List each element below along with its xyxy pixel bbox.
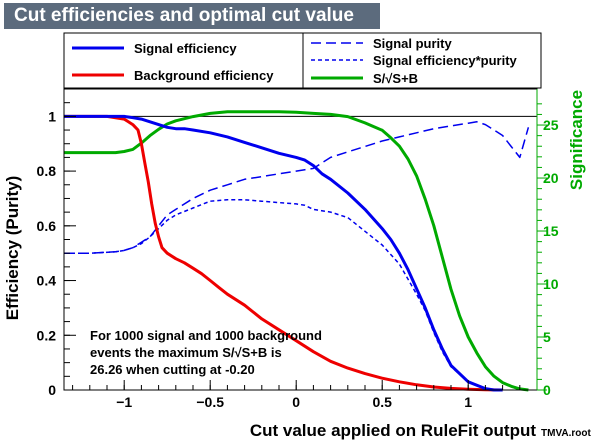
- y2-tick-label: 15: [543, 223, 559, 239]
- series-line-0: [64, 114, 503, 392]
- footer-label: TMVA.root: [541, 428, 591, 439]
- series-line-4: [64, 110, 529, 392]
- y-tick-label: 0.2: [37, 327, 57, 343]
- annotation-line-0: For 1000 signal and 1000 background: [90, 328, 322, 343]
- y2-tick-label: 0: [543, 382, 551, 398]
- y2-tick-label: 20: [543, 170, 559, 186]
- annotation-line-1: events the maximum S/√S+B is: [90, 345, 282, 360]
- y-tick-label: 0: [48, 382, 56, 398]
- legend-label-4: S/√S+B: [373, 71, 418, 86]
- x-tick-label: −1: [116, 394, 132, 410]
- y2-axis-label: Significance: [567, 90, 586, 190]
- series-line-1: [64, 114, 503, 392]
- legend-label-2: Signal purity: [373, 36, 453, 51]
- y2-tick-label: 10: [543, 276, 559, 292]
- x-axis-label: Cut value applied on RuleFit output: [250, 421, 536, 440]
- y2-tick-label: 25: [543, 117, 559, 133]
- y2-tick-label: 5: [543, 329, 551, 345]
- y-tick-label: 1: [48, 108, 56, 124]
- series-line-2: [64, 121, 530, 254]
- y-tick-label: 0.4: [37, 273, 57, 289]
- x-tick-label: 1: [464, 394, 472, 410]
- legend-label-3: Signal efficiency*purity: [373, 53, 518, 68]
- y-tick-label: 0.6: [37, 218, 57, 234]
- chart-title: Cut efficiencies and optimal cut value: [4, 3, 380, 29]
- y-tick-label: 0.8: [37, 163, 57, 179]
- y-axis-label: Efficiency (Purity): [3, 176, 22, 321]
- x-tick-label: 0: [292, 394, 300, 410]
- legend-label-1: Background efficiency: [134, 68, 274, 83]
- legend-label-0: Signal efficiency: [134, 41, 237, 56]
- x-tick-label: −0.5: [196, 394, 224, 410]
- x-tick-label: 0.5: [372, 394, 392, 410]
- annotation-line-2: 26.26 when cutting at -0.20: [90, 362, 255, 377]
